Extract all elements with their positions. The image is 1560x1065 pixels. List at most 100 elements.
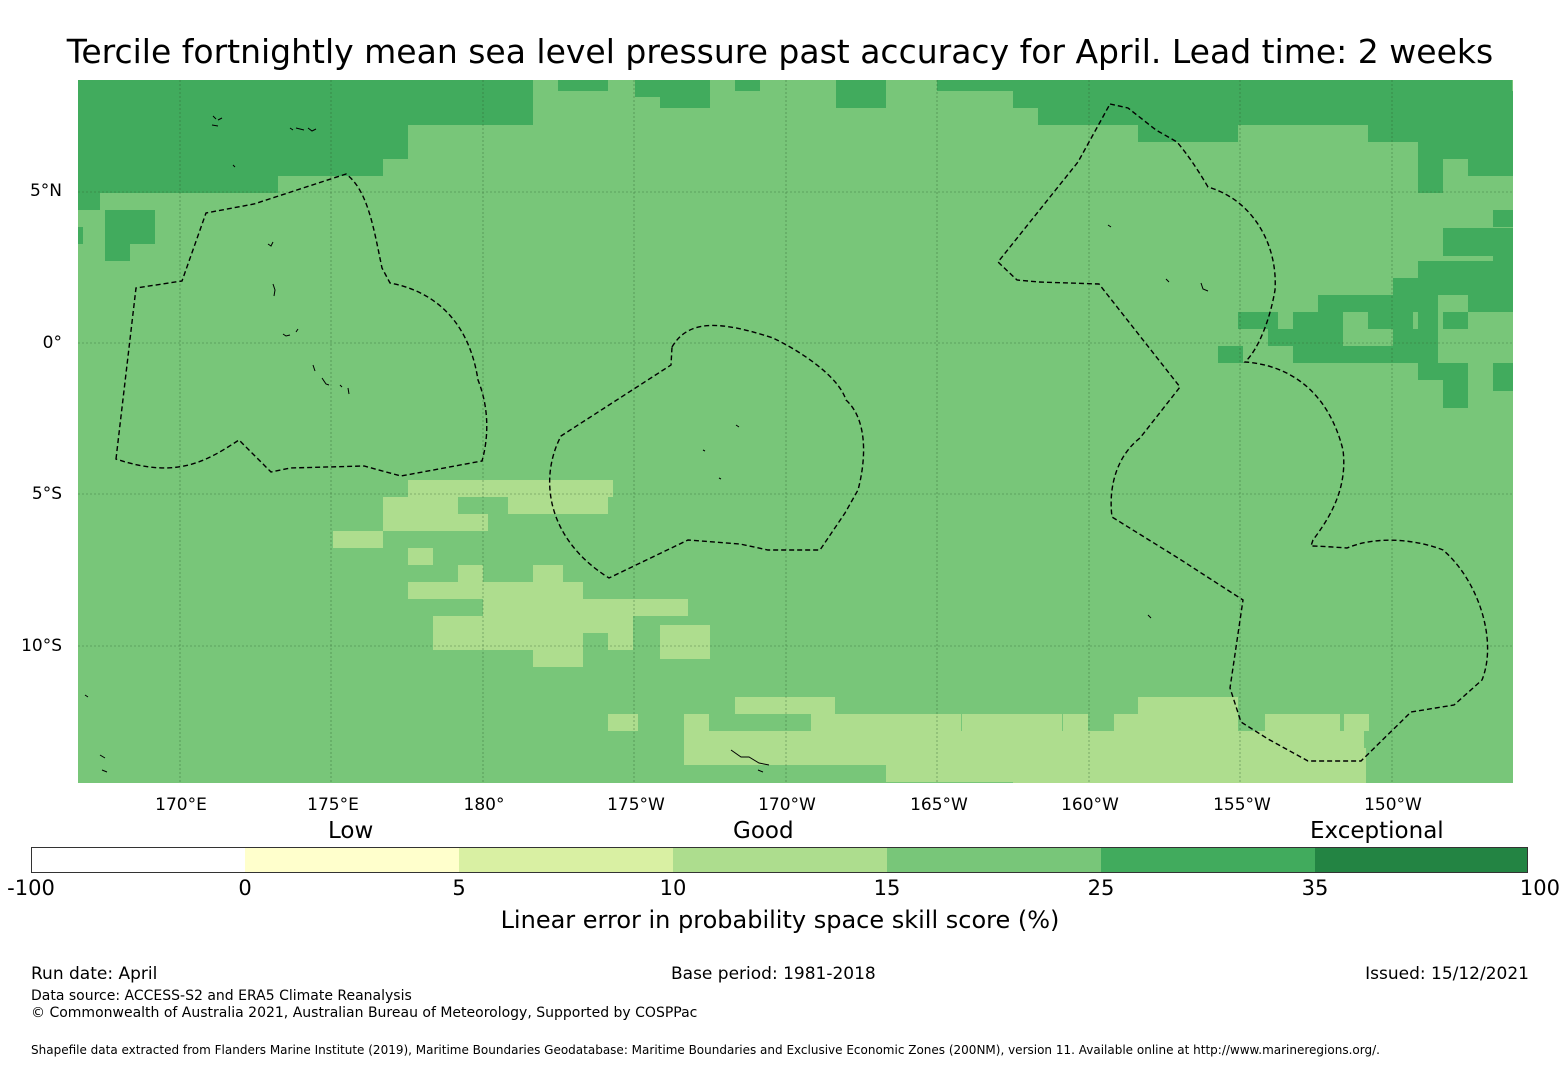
lat-label-5s: 5°S [31, 484, 62, 504]
skill-cell [1443, 380, 1468, 408]
skill-cell [811, 731, 836, 748]
skill-cell [608, 633, 633, 650]
base-period: Base period: 1981-2018 [671, 964, 876, 984]
skill-cell [458, 514, 488, 531]
skill-cell [1418, 363, 1468, 380]
colorbar-label: Linear error in probability space skill … [500, 906, 1060, 934]
skill-cell [458, 565, 483, 582]
islands [84, 115, 1209, 773]
lon-label-155w: 155°W [1213, 795, 1271, 815]
category-low: Low [328, 818, 374, 844]
colorbar-segment [245, 847, 459, 873]
skill-cell [1418, 159, 1443, 193]
data-source: Data source: ACCESS-S2 and ERA5 Climate … [31, 988, 412, 1004]
lat-label-10s: 10°S [21, 636, 62, 656]
skill-map [78, 80, 1560, 783]
skill-cell [1293, 346, 1318, 363]
eez-boundary-3 [997, 103, 1489, 762]
skill-cell [1493, 244, 1513, 272]
skill-cell [558, 80, 608, 91]
skill-cell [635, 80, 660, 97]
skill-cell [1114, 714, 1139, 731]
skill-cell [1468, 295, 1513, 312]
lon-label-165w: 165°W [910, 795, 968, 815]
skill-cell [962, 714, 1037, 731]
skill-cell [1013, 91, 1513, 108]
colorbar-tick: 100 [1519, 876, 1560, 900]
skill-cell [105, 244, 130, 261]
run-date: Run date: April [31, 964, 158, 984]
colorbar-segment [673, 847, 887, 873]
issued-date: Issued: 15/12/2021 [1365, 964, 1529, 984]
colorbar-segment [1315, 847, 1528, 873]
lat-label-0: 0° [42, 333, 62, 353]
lon-label-160w: 160°W [1061, 795, 1119, 815]
colorbar-tick: 25 [1087, 876, 1115, 900]
skill-cell [1368, 312, 1413, 329]
skill-cell [836, 80, 886, 108]
skill-cell [1293, 312, 1343, 329]
colorbar-tick: 0 [238, 876, 252, 900]
skill-cell [1288, 765, 1366, 783]
eez-boundaries [115, 103, 1489, 762]
lon-label-175w: 175°W [607, 795, 665, 815]
skill-cell [1344, 714, 1369, 731]
skill-cell [660, 625, 710, 659]
gridlines [78, 80, 1513, 783]
skill-cell [1013, 765, 1366, 783]
colorbar-tick: 5 [452, 876, 466, 900]
skill-cell [1393, 278, 1513, 295]
skill-cell [1493, 280, 1513, 297]
shapefile-credit: Shapefile data extracted from Flanders M… [31, 1043, 1380, 1057]
category-good: Good [733, 818, 794, 844]
skill-cell [1037, 714, 1062, 731]
skill-cell [533, 565, 563, 582]
skill-cell [433, 633, 583, 650]
skill-cell [78, 193, 100, 210]
skill-cell [78, 227, 83, 244]
colorbar-segment [887, 847, 1101, 873]
skill-cell [508, 599, 608, 633]
skill-cell [660, 80, 710, 108]
colorbar-segment [31, 847, 245, 873]
skill-cell [1238, 312, 1278, 329]
skill-cell [558, 650, 583, 667]
lon-label-175e: 175°E [307, 795, 359, 815]
skill-cell [533, 650, 558, 667]
skill-cell [608, 714, 638, 731]
skill-cell [408, 582, 583, 599]
skill-cell [78, 176, 278, 193]
skill-cell [78, 91, 533, 125]
skill-cell [1368, 125, 1513, 142]
skill-cell [78, 125, 408, 159]
skill-cell [1318, 295, 1438, 312]
skill-cell [1418, 142, 1513, 159]
skill-cell [383, 497, 458, 531]
colorbar-tick: 35 [1301, 876, 1329, 900]
colorbar [31, 847, 1528, 873]
skill-cell [1188, 697, 1213, 714]
skill-cell [1393, 329, 1438, 363]
copyright: © Commonwealth of Australia 2021, Austra… [31, 1005, 698, 1021]
skill-cell [1468, 159, 1513, 176]
map-background [78, 80, 1513, 783]
skill-cell [1268, 329, 1343, 346]
skill-cell [1368, 346, 1393, 363]
eez-boundary-1 [115, 173, 488, 477]
skill-cell [78, 159, 383, 176]
skill-cell [1418, 312, 1438, 329]
skill-cell [1265, 714, 1340, 731]
map-canvas [78, 80, 1560, 783]
skill-cell [1138, 125, 1238, 142]
skill-cell [735, 697, 835, 714]
colorbar-segment [1101, 847, 1315, 873]
chart-title: Tercile fortnightly mean sea level press… [66, 32, 1494, 71]
lon-label-170e: 170°E [155, 795, 207, 815]
low-skill-region [333, 480, 1369, 783]
lon-label-170w: 170°W [758, 795, 816, 815]
skill-cell [1218, 346, 1243, 363]
skill-cell [684, 714, 709, 731]
skill-cell [1493, 363, 1513, 391]
skill-cell [1493, 210, 1513, 227]
skill-cell [508, 497, 608, 514]
